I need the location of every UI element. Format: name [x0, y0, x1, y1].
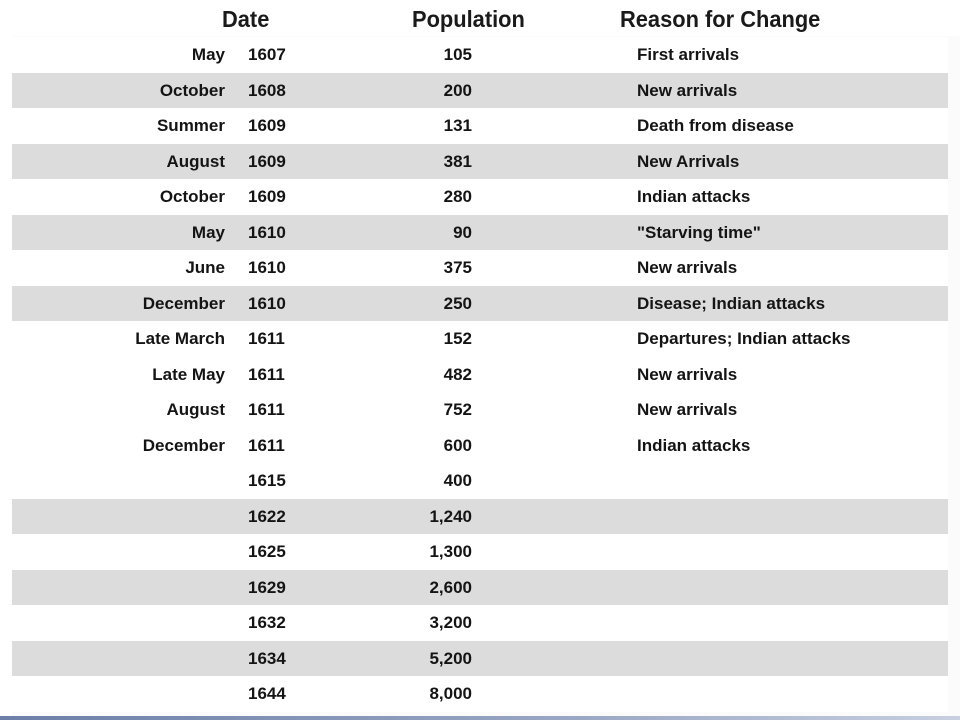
cell-month: Late May	[152, 364, 225, 384]
table-row: 1632 3,200	[12, 605, 948, 641]
cell-population: 200	[443, 80, 472, 100]
cell-year: 1607	[248, 45, 286, 64]
slide-bottom-bar	[0, 716, 960, 720]
cell-reason: Indian attacks	[637, 187, 751, 206]
cell-population: 5,200	[429, 648, 472, 668]
cell-year: 1632	[248, 613, 286, 632]
table-row: August 1611 752 New arrivals	[12, 392, 948, 428]
table-row: December 1611 600 Indian attacks	[12, 427, 948, 463]
cell-population: 2,600	[429, 577, 472, 597]
table-row: Late May 1611 482 New arrivals	[12, 356, 948, 392]
cell-month: October	[159, 80, 225, 100]
table-header: Date Population Reason for Change	[12, 0, 960, 36]
table-row: 1625 1,300	[12, 534, 948, 570]
cell-month: Summer	[156, 116, 225, 135]
cell-population: 3,200	[429, 613, 472, 632]
table-row: Late March 1611 152 Departures; Indian a…	[12, 321, 948, 357]
cell-population: 482	[443, 364, 472, 384]
cell-year: 1609	[248, 116, 286, 135]
cell-year: 1615	[248, 471, 286, 490]
table-row: May 1610 90 "Starving time"	[12, 214, 948, 250]
cell-reason: New arrivals	[637, 400, 738, 419]
table-row: December 1610 250 Disease; Indian attack…	[12, 285, 948, 321]
cell-population: 105	[443, 45, 472, 64]
cell-month: Late March	[135, 329, 225, 348]
cell-population: 1,300	[429, 542, 472, 561]
header-population: Population	[412, 6, 525, 32]
cell-population: 90	[453, 222, 472, 242]
cell-year: 1611	[248, 329, 285, 348]
table-row: 1634 5,200	[12, 640, 948, 676]
header-date: Date	[222, 6, 270, 32]
cell-population: 280	[443, 187, 472, 206]
cell-reason: New arrivals	[637, 364, 738, 384]
header-reason: Reason for Change	[620, 6, 821, 32]
table-row: 1644 8,000	[12, 676, 948, 712]
cell-year: 1608	[248, 80, 286, 100]
table-row: 1629 2,600	[12, 569, 948, 605]
cell-year: 1609	[248, 151, 286, 171]
cell-year: 1611	[248, 364, 285, 384]
cell-population: 250	[443, 293, 472, 313]
cell-month: May	[191, 222, 225, 242]
cell-reason: Indian attacks	[637, 435, 751, 455]
cell-month: August	[166, 151, 225, 171]
cell-year: 1610	[248, 293, 286, 313]
cell-reason: Death from disease	[637, 116, 794, 135]
cell-year: 1625	[248, 542, 286, 561]
cell-population: 381	[443, 151, 472, 171]
cell-year: 1644	[248, 684, 286, 703]
cell-population: 600	[443, 435, 472, 455]
cell-year: 1634	[248, 648, 286, 668]
cell-reason: New arrivals	[637, 80, 738, 100]
cell-year: 1610	[248, 258, 286, 277]
table-row: Summer 1609 131 Death from disease	[12, 108, 948, 144]
cell-reason: New Arrivals	[637, 151, 740, 171]
cell-population: 400	[443, 471, 472, 490]
cell-reason: Departures; Indian attacks	[637, 329, 851, 348]
cell-year: 1629	[248, 577, 286, 597]
table-row: October 1609 280 Indian attacks	[12, 179, 948, 215]
cell-reason: Disease; Indian attacks	[637, 293, 826, 313]
cell-month: May	[191, 45, 225, 64]
population-table: May 1607 105 First arrivals October 1608…	[12, 37, 948, 712]
cell-reason: First arrivals	[637, 45, 740, 64]
cell-month: December	[142, 435, 225, 455]
table-row: May 1607 105 First arrivals	[12, 37, 948, 73]
table-row: August 1609 381 New Arrivals	[12, 143, 948, 179]
table-row: October 1608 200 New arrivals	[12, 72, 948, 108]
cell-year: 1609	[248, 187, 286, 206]
cell-month: June	[185, 258, 225, 277]
cell-population: 1,240	[429, 506, 472, 526]
cell-month: August	[166, 400, 225, 419]
cell-month: October	[159, 187, 225, 206]
cell-year: 1622	[248, 506, 286, 526]
cell-population: 131	[443, 116, 472, 135]
table-row: 1615 400	[12, 463, 948, 499]
cell-month: December	[142, 293, 225, 313]
cell-year: 1610	[248, 222, 286, 242]
cell-population: 152	[443, 329, 472, 348]
table-row: 1622 1,240	[12, 498, 948, 534]
cell-population: 8,000	[429, 684, 472, 703]
cell-reason: New arrivals	[637, 258, 738, 277]
cell-population: 752	[443, 400, 472, 419]
cell-reason: "Starving time"	[637, 222, 761, 242]
table-row: June 1610 375 New arrivals	[12, 250, 948, 286]
cell-population: 375	[443, 258, 472, 277]
page-margin	[0, 0, 12, 720]
cell-year: 1611	[248, 435, 285, 455]
cell-year: 1611	[248, 400, 285, 419]
